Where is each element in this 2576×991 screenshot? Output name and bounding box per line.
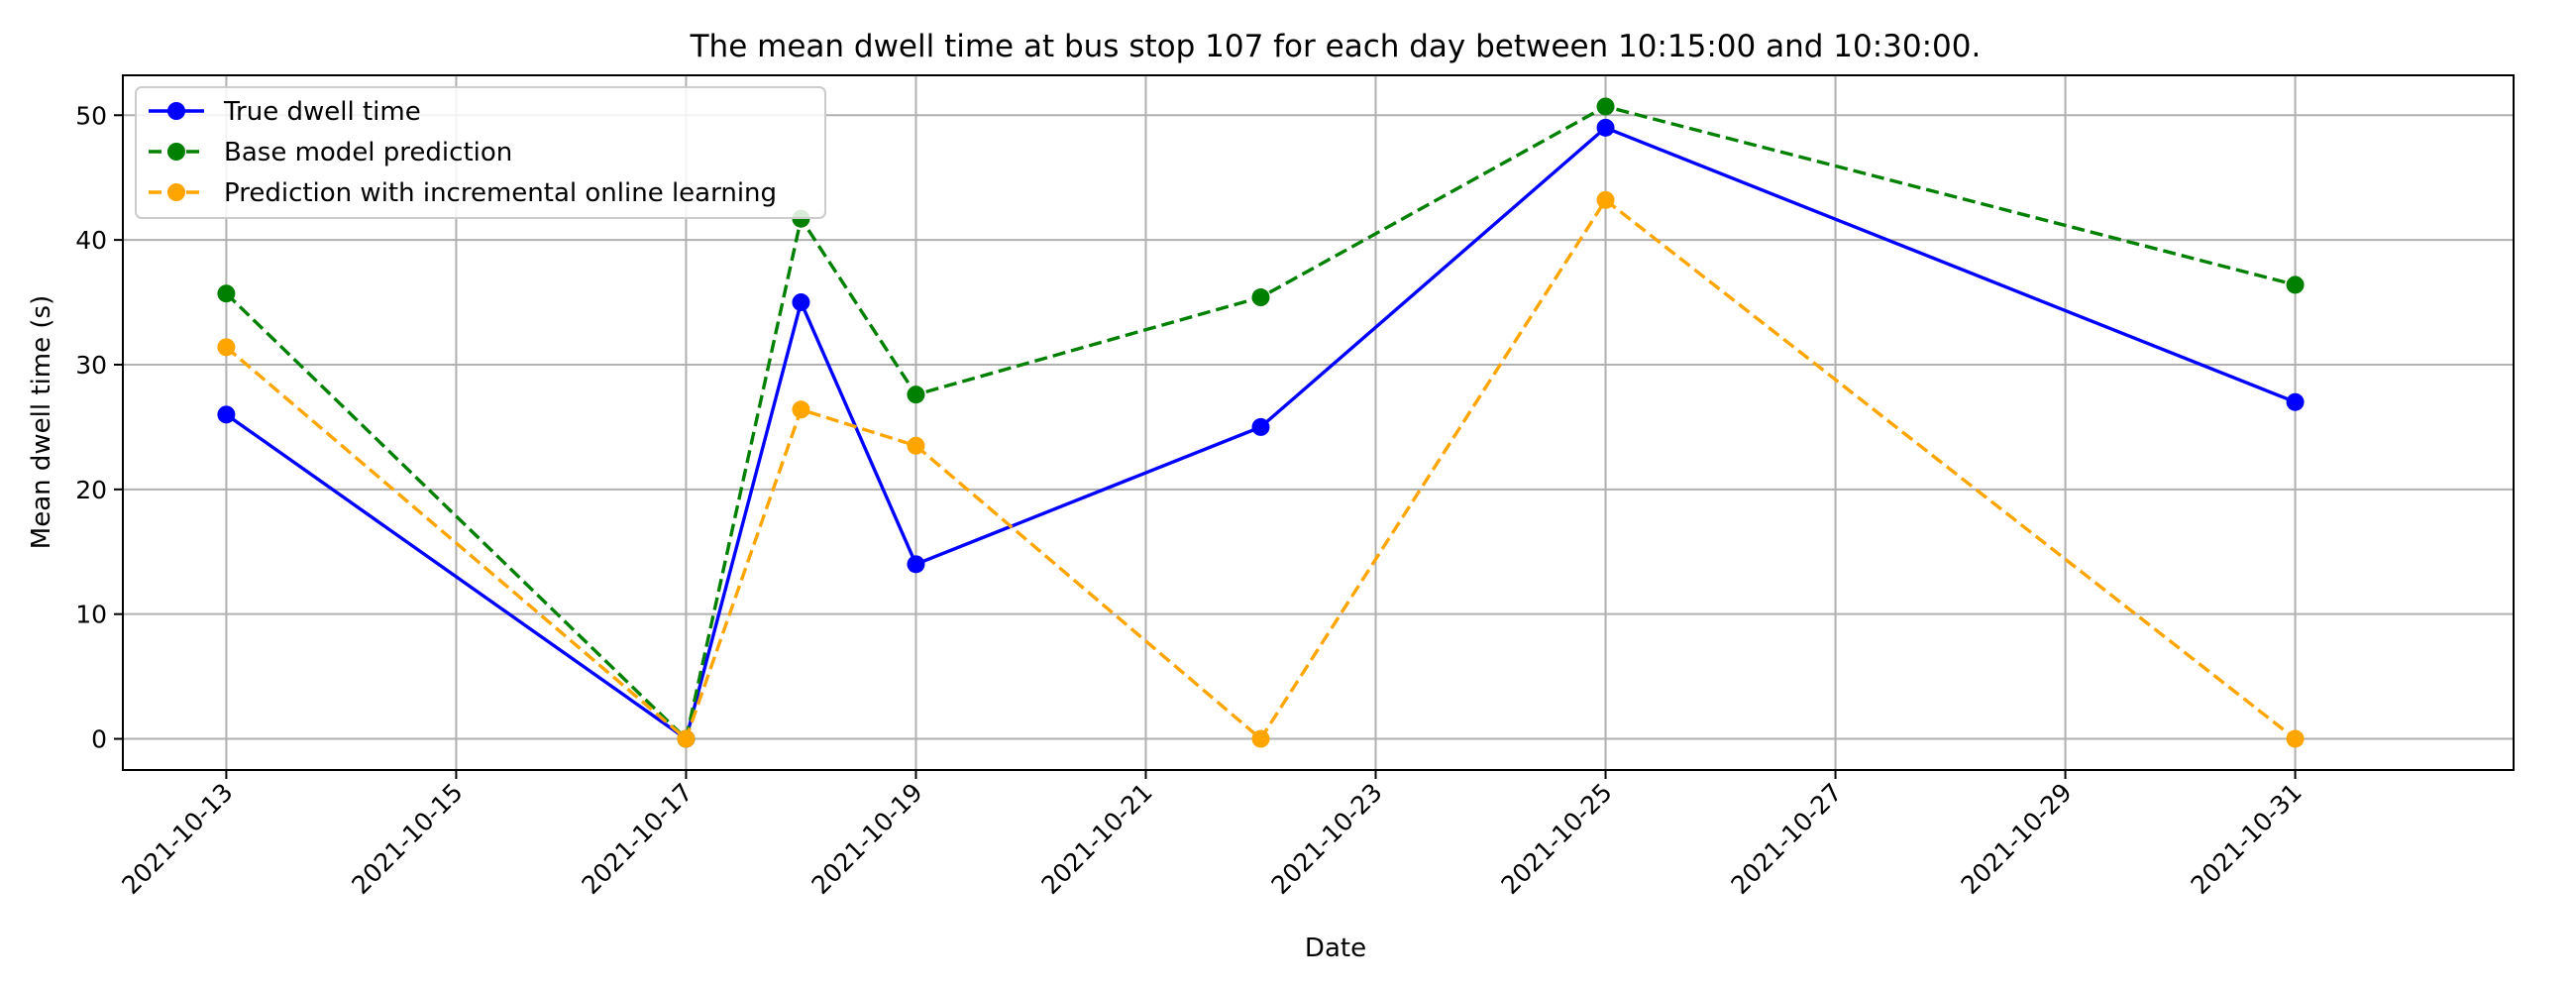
legend-marker xyxy=(167,183,185,201)
y-ticks: 0 10 20 30 40 50 xyxy=(75,101,123,754)
data-point xyxy=(907,385,925,404)
legend-marker xyxy=(167,143,185,161)
legend-label: Base model prediction xyxy=(224,138,512,167)
data-point xyxy=(1251,288,1270,307)
chart-title: The mean dwell time at bus stop 107 for … xyxy=(690,29,1982,64)
data-point xyxy=(1251,729,1270,748)
series-3 xyxy=(217,190,2305,748)
data-point xyxy=(907,555,925,574)
legend-label: True dwell time xyxy=(223,97,421,127)
data-point xyxy=(1596,97,1615,116)
y-tick-label: 30 xyxy=(75,351,107,380)
legend-label: Prediction with incremental online learn… xyxy=(224,178,777,208)
data-point xyxy=(2286,729,2305,748)
plot-frame xyxy=(122,74,2515,771)
data-point xyxy=(1596,190,1615,209)
data-point xyxy=(217,405,236,424)
data-point xyxy=(2286,275,2305,294)
data-point xyxy=(792,400,810,419)
x-axis-label: Date xyxy=(1305,934,1366,963)
data-point xyxy=(677,729,696,748)
legend: True dwell time Base model prediction Pred… xyxy=(135,86,826,219)
data-point xyxy=(907,436,925,455)
series-layer xyxy=(217,97,2305,748)
y-tick-label: 10 xyxy=(75,601,107,629)
legend-box xyxy=(135,86,826,219)
legend-marker xyxy=(167,102,185,120)
data-point xyxy=(217,284,236,303)
data-point xyxy=(1251,417,1270,436)
y-tick-label: 20 xyxy=(75,476,107,504)
y-tick-label: 40 xyxy=(75,226,107,255)
data-point xyxy=(1596,118,1615,137)
data-point xyxy=(2286,392,2305,411)
y-tick-label: 0 xyxy=(91,725,107,754)
data-point xyxy=(217,338,236,357)
y-axis-label: Mean dwell time (s) xyxy=(27,295,56,549)
data-point xyxy=(792,293,810,312)
y-tick-label: 50 xyxy=(75,101,107,130)
